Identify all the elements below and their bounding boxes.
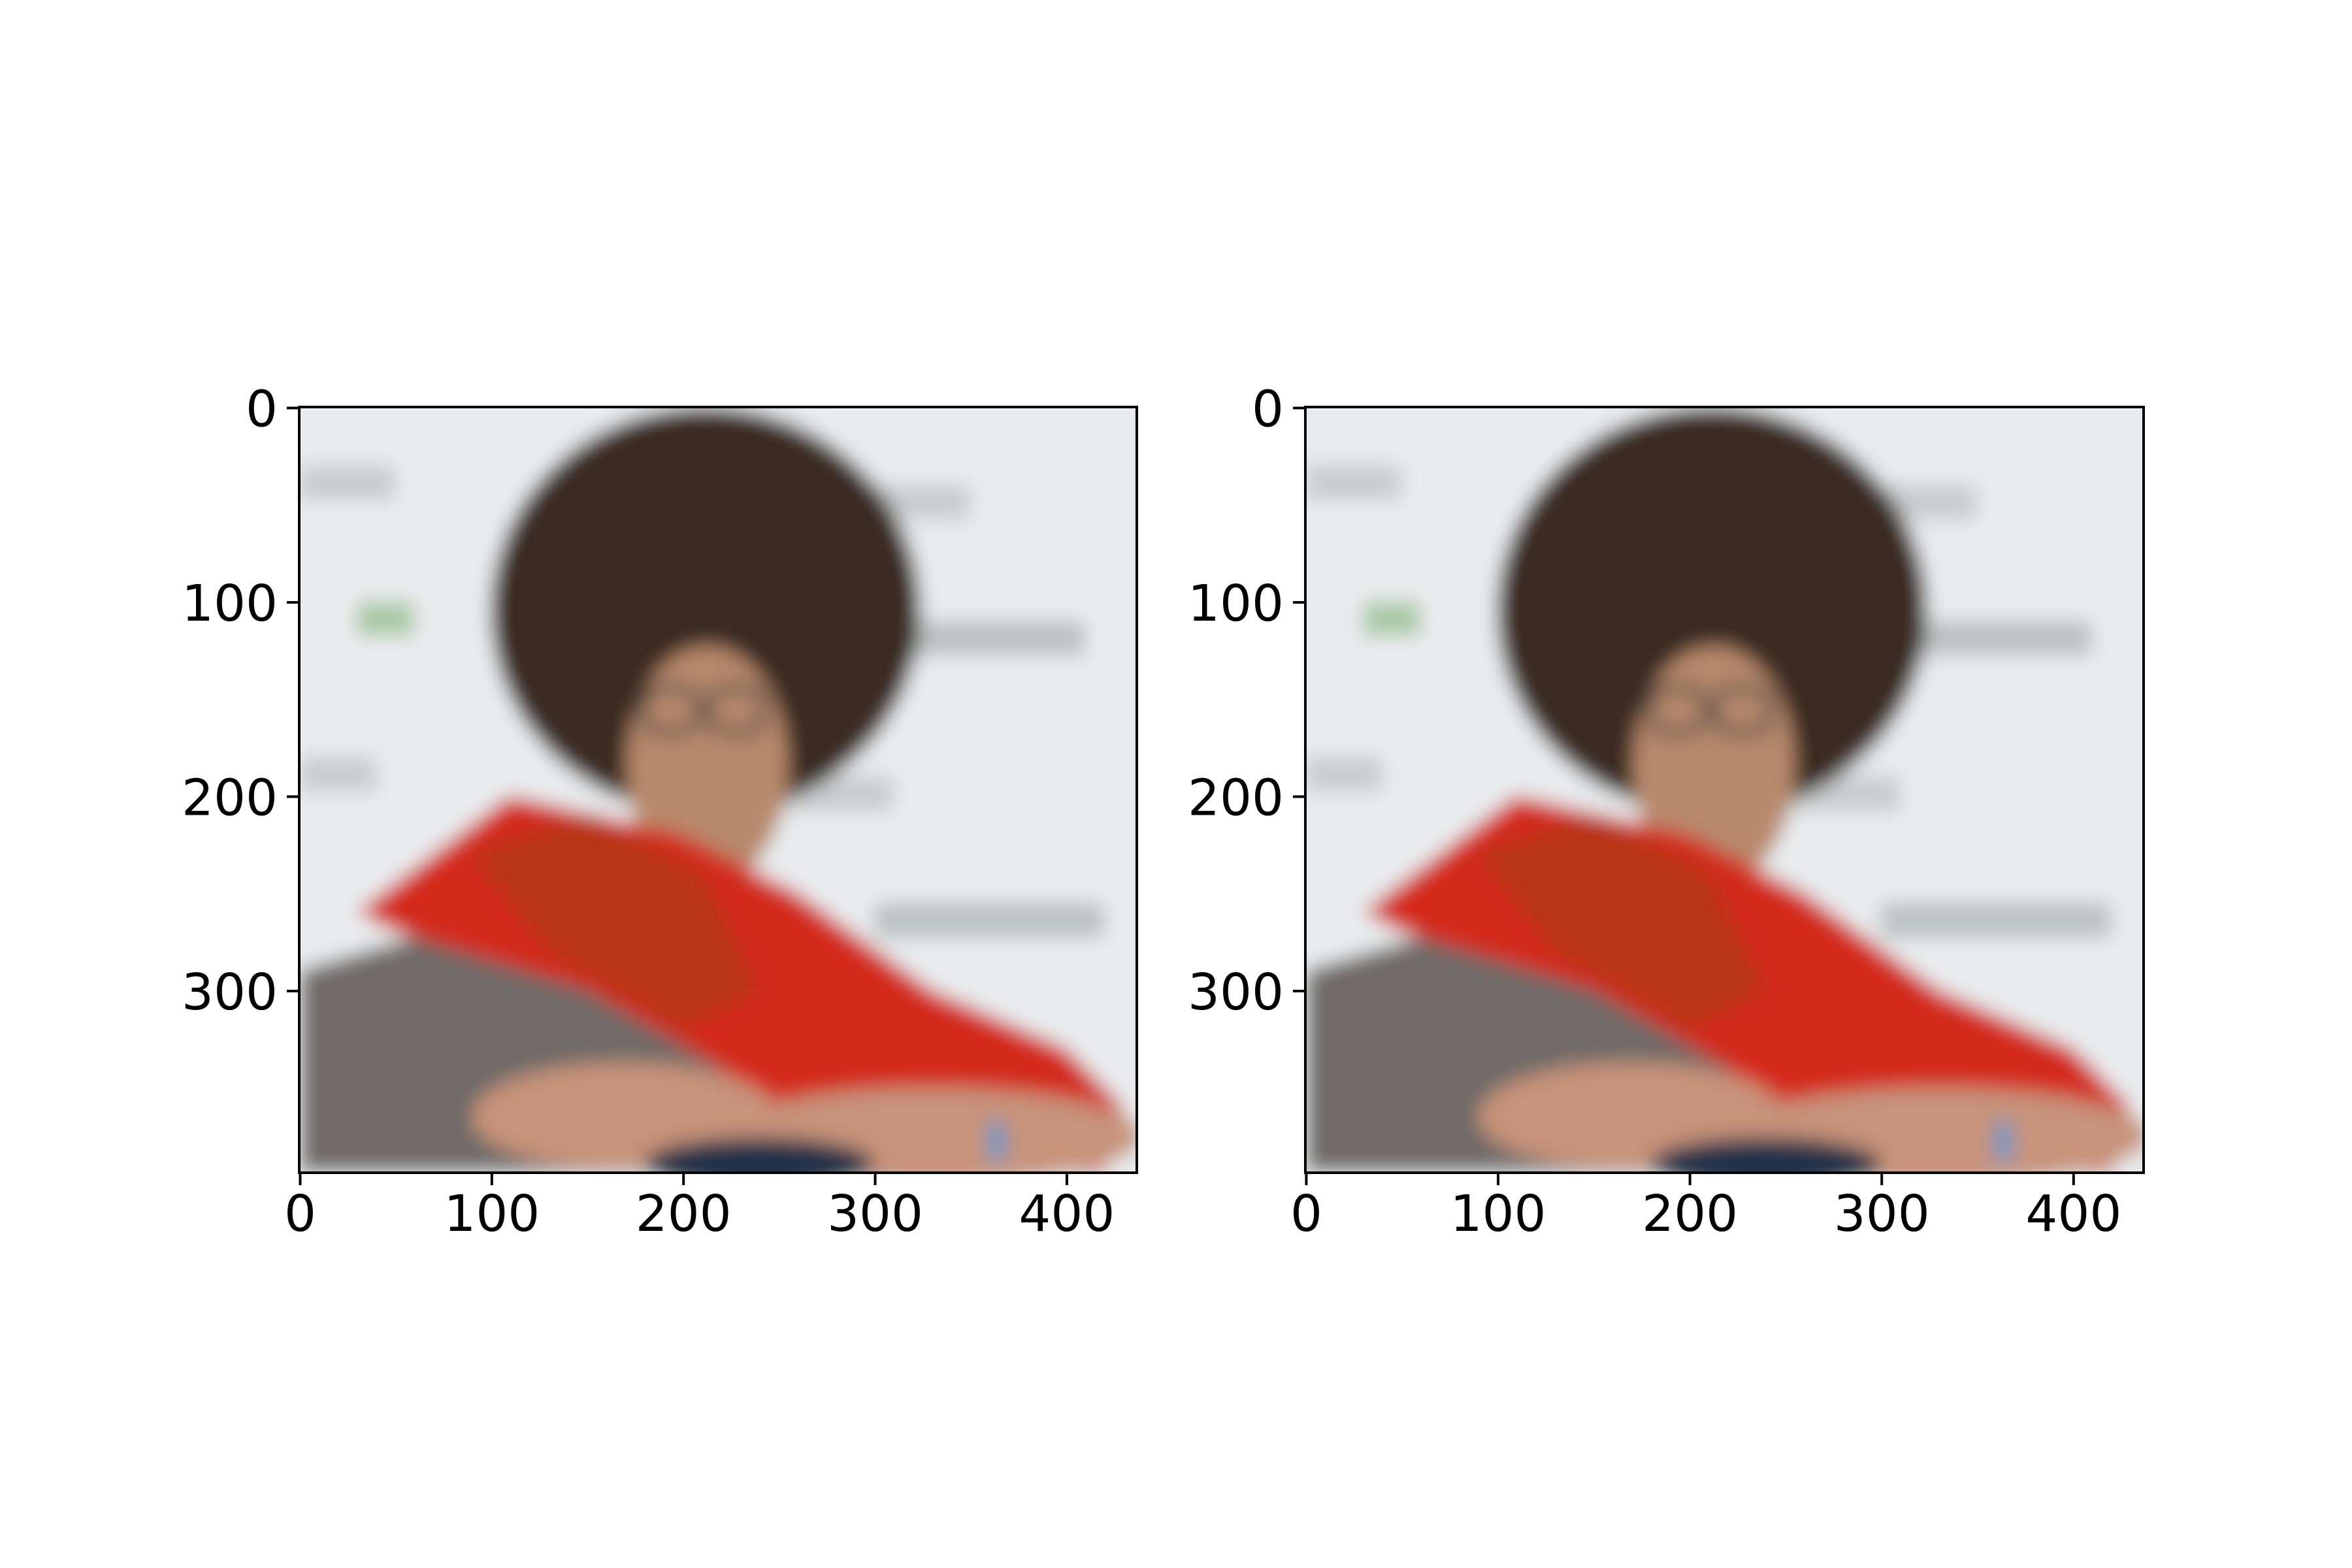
x-tick-label: 0 (1290, 1185, 1322, 1243)
x-tick-label: 100 (1450, 1185, 1546, 1243)
x-tick-label: 200 (636, 1185, 732, 1243)
y-tick-label: 100 (1188, 575, 1284, 633)
image (1286, 387, 2163, 1192)
axes-frame (1304, 406, 2145, 1174)
y-tick-label: 300 (182, 964, 278, 1022)
y-tick-label: 200 (182, 769, 278, 827)
y-tick-label: 0 (1252, 380, 1284, 438)
x-tick-label: 100 (444, 1185, 540, 1243)
axes-frame (298, 406, 1138, 1174)
y-tick-label: 0 (246, 380, 278, 438)
x-tick-label: 300 (827, 1185, 923, 1243)
image (280, 387, 1156, 1192)
x-tick-label: 400 (1019, 1185, 1115, 1243)
x-tick-label: 0 (284, 1185, 316, 1243)
y-tick-label: 300 (1188, 964, 1284, 1022)
x-tick-label: 200 (1642, 1185, 1738, 1243)
y-tick-label: 200 (1188, 769, 1284, 827)
x-tick-label: 400 (2025, 1185, 2121, 1243)
x-tick-label: 300 (1834, 1185, 1930, 1243)
y-tick-label: 100 (182, 575, 278, 633)
